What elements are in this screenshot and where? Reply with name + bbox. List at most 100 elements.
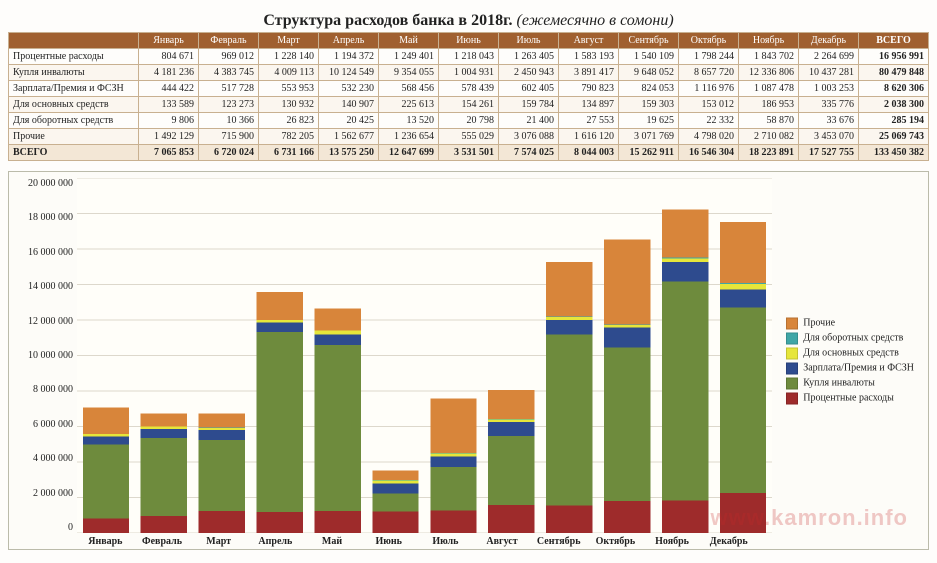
- bar-segment: [257, 320, 303, 323]
- cell: 6 720 024: [199, 145, 259, 161]
- x-tick-label: Декабрь: [700, 533, 757, 547]
- col-header: Август: [559, 33, 619, 49]
- cell: 2 264 699: [799, 49, 859, 65]
- y-tick-label: 10 000 000: [28, 350, 73, 361]
- cell-total: 16 956 991: [859, 49, 929, 65]
- bar-segment: [604, 347, 650, 501]
- cell: 1 004 931: [439, 65, 499, 81]
- cell: 532 230: [319, 81, 379, 97]
- x-tick-label: Январь: [77, 533, 134, 547]
- x-tick-label: Август: [474, 533, 531, 547]
- cell: 4 383 745: [199, 65, 259, 81]
- y-tick-label: 14 000 000: [28, 281, 73, 292]
- cell: 715 900: [199, 129, 259, 145]
- y-tick-label: 18 000 000: [28, 212, 73, 223]
- cell: 602 405: [499, 81, 559, 97]
- legend-item: Зарплата/Премия и ФСЗН: [786, 362, 914, 374]
- bar-segment: [257, 292, 303, 320]
- x-tick-label: Апрель: [247, 533, 304, 547]
- row-label: Для основных средств: [9, 97, 139, 113]
- cell: 804 671: [139, 49, 199, 65]
- bar-segment: [372, 481, 418, 484]
- bar-segment: [199, 430, 245, 440]
- col-header-blank: [9, 33, 139, 49]
- bar-segment: [257, 512, 303, 533]
- table-header-row: ЯнварьФевральМартАпрельМайИюньИюльАвгуст…: [9, 33, 929, 49]
- legend-item: Для основных средств: [786, 347, 914, 359]
- bar-segment: [257, 332, 303, 512]
- bar-segment: [141, 516, 187, 533]
- legend-item: Процентные расходы: [786, 392, 914, 404]
- bar-segment: [430, 454, 476, 457]
- cell: 3 531 501: [439, 145, 499, 161]
- cell: 13 520: [379, 113, 439, 129]
- cell: 8 657 720: [679, 65, 739, 81]
- x-tick-label: Июнь: [360, 533, 417, 547]
- bar-segment: [314, 335, 360, 345]
- bar-segment: [83, 519, 129, 533]
- y-tick-label: 0: [68, 522, 73, 533]
- legend-label: Для основных средств: [803, 348, 899, 359]
- y-tick-label: 20 000 000: [28, 178, 73, 189]
- bar-segment: [430, 467, 476, 511]
- bar-segment: [604, 325, 650, 328]
- bar-segment: [83, 434, 129, 436]
- legend-swatch: [786, 377, 798, 389]
- cell-total: 8 620 306: [859, 81, 929, 97]
- cell: 1 228 140: [259, 49, 319, 65]
- bar-segment: [662, 262, 708, 281]
- cell: 12 336 806: [739, 65, 799, 81]
- bar-segment: [720, 290, 766, 308]
- cell: 10 366: [199, 113, 259, 129]
- cell: 3 453 070: [799, 129, 859, 145]
- table-row: Купля инвалюты4 181 2364 383 7454 009 11…: [9, 65, 929, 81]
- bar-segment: [546, 317, 592, 320]
- cell: 568 456: [379, 81, 439, 97]
- cell: 1 087 478: [739, 81, 799, 97]
- cell: 13 575 250: [319, 145, 379, 161]
- col-header: Ноябрь: [739, 33, 799, 49]
- cell: 1 492 129: [139, 129, 199, 145]
- legend-label: Для оборотных средств: [803, 333, 903, 344]
- bar-segment: [199, 440, 245, 511]
- bar-segment: [430, 511, 476, 533]
- legend: Прочие Для оборотных средств Для основных …: [782, 310, 918, 411]
- bar-segment: [199, 428, 245, 430]
- bar-segment: [662, 259, 708, 262]
- bar-segment: [83, 445, 129, 519]
- legend-item: Прочие: [786, 317, 914, 329]
- legend-swatch: [786, 392, 798, 404]
- col-header: Июнь: [439, 33, 499, 49]
- bar-segment: [199, 511, 245, 533]
- bar-segment: [662, 500, 708, 533]
- row-label: Для оборотных средств: [9, 113, 139, 129]
- bar-segment: [604, 239, 650, 324]
- cell: 6 731 166: [259, 145, 319, 161]
- cell: 27 553: [559, 113, 619, 129]
- bar-segment: [546, 262, 592, 317]
- cell: 10 124 549: [319, 65, 379, 81]
- y-tick-label: 6 000 000: [33, 419, 73, 430]
- cell: 1 263 405: [499, 49, 559, 65]
- cell: 15 262 911: [619, 145, 679, 161]
- cell: 1 616 120: [559, 129, 619, 145]
- legend-item: Купля инвалюты: [786, 377, 914, 389]
- bar-segment: [257, 323, 303, 332]
- bar-segment: [488, 422, 534, 436]
- data-table: ЯнварьФевральМартАпрельМайИюньИюльАвгуст…: [8, 32, 929, 161]
- cell: 1 562 677: [319, 129, 379, 145]
- bar-segment: [720, 283, 766, 284]
- cell: 4 798 020: [679, 129, 739, 145]
- x-tick-label: Октябрь: [587, 533, 644, 547]
- bar-segment: [546, 506, 592, 533]
- legend-label: Купля инвалюты: [803, 378, 875, 389]
- bar-segment: [662, 210, 708, 258]
- cell-total: 285 194: [859, 113, 929, 129]
- legend-swatch: [786, 362, 798, 374]
- cell: 1 843 702: [739, 49, 799, 65]
- chart-container: 20 000 00018 000 00016 000 00014 000 000…: [8, 171, 929, 550]
- cell: 9 648 052: [619, 65, 679, 81]
- col-header: Февраль: [199, 33, 259, 49]
- cell: 517 728: [199, 81, 259, 97]
- cell: 33 676: [799, 113, 859, 129]
